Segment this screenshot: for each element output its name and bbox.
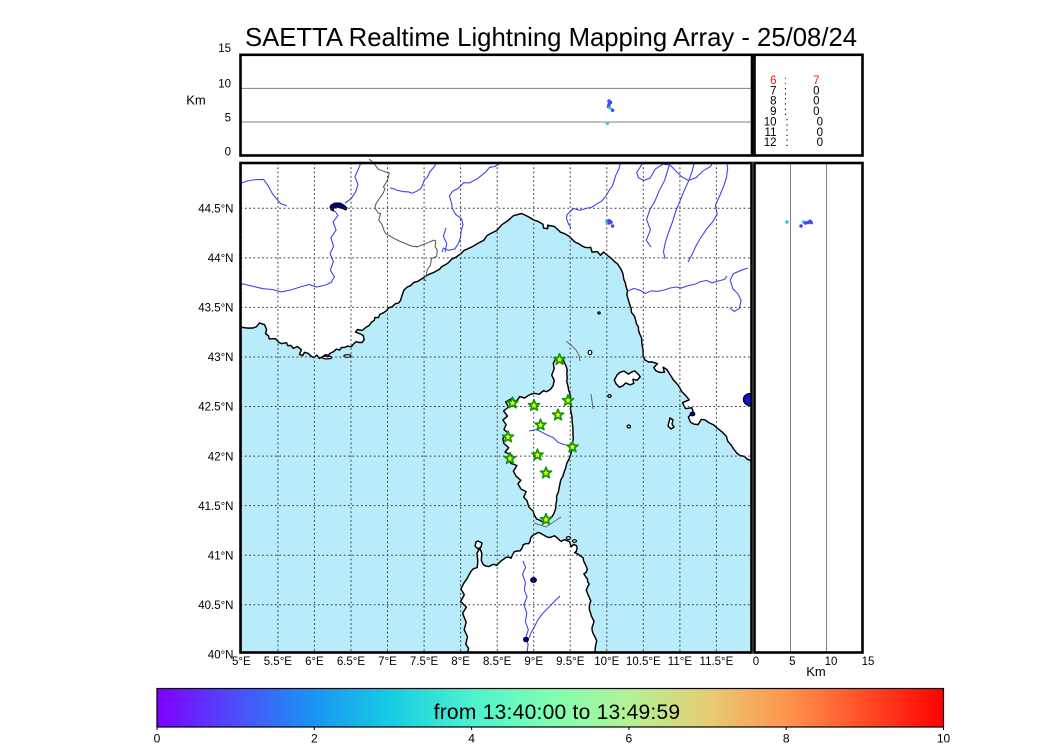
svg-text:10: 10 [764, 116, 777, 128]
svg-text:41°N: 41°N [208, 550, 234, 562]
svg-text:2: 2 [311, 732, 318, 746]
svg-text:10: 10 [218, 78, 231, 90]
svg-text:9.5°E: 9.5°E [556, 656, 585, 668]
svg-text:7: 7 [813, 75, 819, 87]
svg-text:15: 15 [862, 656, 875, 668]
svg-text:12: 12 [764, 137, 777, 149]
svg-text:0: 0 [817, 137, 823, 149]
svg-text:6: 6 [626, 732, 633, 746]
svg-text:8.5°E: 8.5°E [483, 656, 512, 668]
svg-text:7°E: 7°E [378, 656, 397, 668]
svg-text:42.5°N: 42.5°N [198, 402, 233, 414]
svg-text:0: 0 [813, 106, 819, 118]
svg-text:0: 0 [225, 147, 231, 159]
svg-text:43.5°N: 43.5°N [198, 303, 233, 315]
svg-text:SAETTA Realtime Lightning Mapp: SAETTA Realtime Lightning Mapping Array … [245, 24, 857, 52]
svg-text::: : [785, 127, 788, 139]
svg-text:11.5°E: 11.5°E [700, 656, 734, 668]
svg-text:Km: Km [186, 93, 206, 108]
svg-text:5°E: 5°E [232, 656, 251, 668]
svg-text:7.5°E: 7.5°E [410, 656, 439, 668]
svg-text:11°E: 11°E [668, 656, 693, 668]
svg-text:8: 8 [770, 96, 776, 108]
svg-text:6: 6 [770, 75, 776, 87]
svg-text:44.5°N: 44.5°N [198, 204, 233, 216]
svg-text::: : [784, 75, 787, 87]
svg-text::: : [784, 96, 787, 108]
svg-text:4: 4 [468, 732, 475, 746]
svg-text:8: 8 [783, 732, 790, 746]
svg-text:43°N: 43°N [208, 352, 234, 364]
svg-text:5.5°E: 5.5°E [264, 656, 293, 668]
svg-text::: : [785, 137, 788, 149]
svg-text:0: 0 [753, 656, 759, 668]
svg-text:44°N: 44°N [208, 253, 234, 265]
svg-text:9°E: 9°E [524, 656, 543, 668]
svg-text:7: 7 [770, 85, 776, 97]
svg-text:5: 5 [789, 656, 795, 668]
svg-text:5: 5 [225, 113, 231, 125]
svg-text::: : [785, 116, 788, 128]
svg-text:0: 0 [813, 85, 819, 97]
svg-text::: : [784, 85, 787, 97]
svg-text:0: 0 [813, 96, 819, 108]
svg-text:11: 11 [765, 127, 777, 139]
svg-text:9: 9 [770, 106, 776, 118]
svg-text:40.5°N: 40.5°N [198, 600, 233, 612]
svg-text:42°N: 42°N [208, 451, 234, 463]
svg-text:Km: Km [806, 664, 826, 679]
svg-text:0: 0 [817, 127, 823, 139]
svg-text:0: 0 [817, 116, 823, 128]
svg-text:from 13:40:00 to 13:49:59: from 13:40:00 to 13:49:59 [434, 701, 681, 724]
svg-text:8°E: 8°E [451, 656, 470, 668]
svg-text:40°N: 40°N [208, 649, 234, 661]
svg-text:0: 0 [154, 732, 161, 746]
svg-text:10: 10 [937, 732, 951, 746]
svg-text:10.5°E: 10.5°E [626, 656, 661, 668]
svg-text:6.5°E: 6.5°E [337, 656, 366, 668]
svg-text:6°E: 6°E [305, 656, 324, 668]
svg-text::: : [784, 106, 787, 118]
svg-text:10: 10 [825, 656, 838, 668]
svg-text:10°E: 10°E [594, 656, 619, 668]
svg-text:15: 15 [218, 43, 231, 55]
svg-text:41.5°N: 41.5°N [198, 501, 233, 513]
